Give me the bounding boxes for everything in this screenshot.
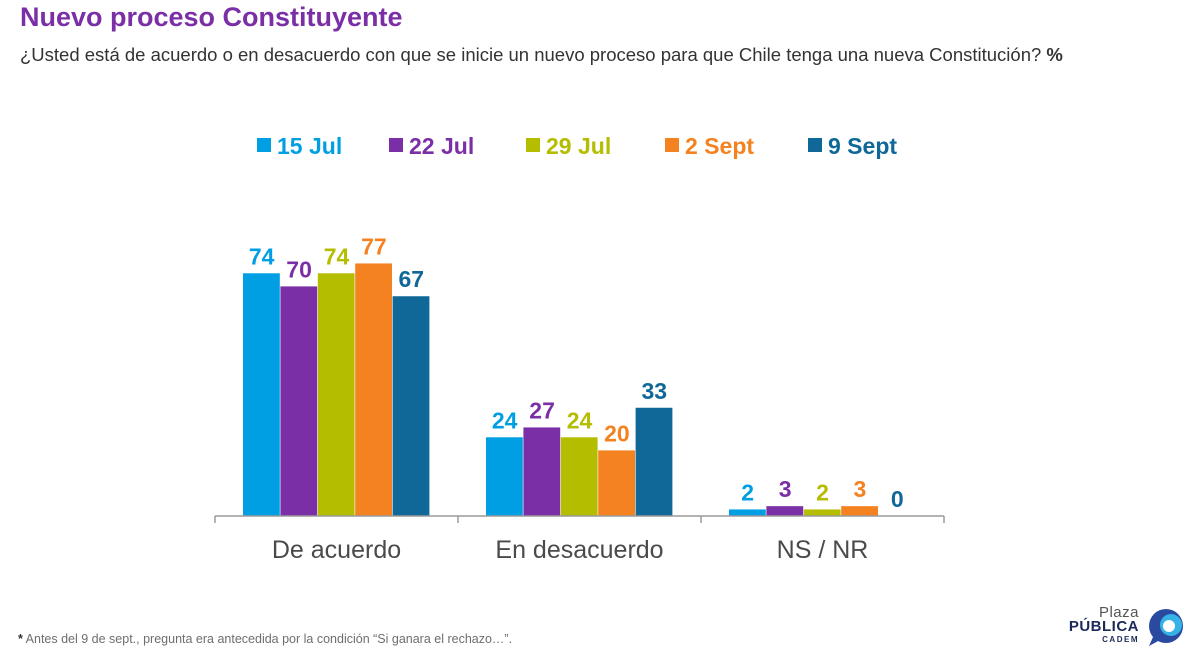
data-label: 3 <box>779 476 792 502</box>
data-label: 74 <box>324 243 350 269</box>
legend-label: 2 Sept <box>685 133 754 159</box>
bar <box>803 509 841 516</box>
category-label: NS / NR <box>777 536 869 564</box>
logo-text-main: PÚBLICA <box>1068 618 1139 635</box>
unit-label: % <box>1046 44 1063 65</box>
bar <box>486 437 523 516</box>
bar <box>355 263 392 516</box>
data-label: 74 <box>249 243 275 269</box>
category-label: De acuerdo <box>272 536 401 564</box>
data-label: 2 <box>741 479 754 505</box>
bar <box>560 437 598 516</box>
data-label: 24 <box>567 407 593 433</box>
data-label: 70 <box>286 256 312 282</box>
legend-label: 29 Jul <box>546 133 611 159</box>
legend-swatch <box>808 138 822 152</box>
data-label: 77 <box>361 233 387 259</box>
page-title: Nuevo proceso Constituyente <box>20 2 403 32</box>
data-label: 3 <box>854 476 867 502</box>
data-label: 67 <box>399 266 425 292</box>
legend-swatch <box>257 138 271 152</box>
logo-text-sub: CADEM <box>1102 635 1139 644</box>
legend-swatch <box>526 138 540 152</box>
legend-label: 22 Jul <box>409 133 474 159</box>
category-label: En desacuerdo <box>495 536 663 564</box>
plaza-publica-logo: Plaza PÚBLICA CADEM <box>1062 604 1187 652</box>
bar <box>729 509 766 516</box>
legend-swatch <box>389 138 403 152</box>
footnote-marker: * <box>18 632 23 646</box>
bar <box>598 450 635 516</box>
bar <box>841 506 878 516</box>
bar <box>523 427 561 516</box>
question-body: ¿Usted está de acuerdo o en desacuerdo c… <box>20 44 1042 65</box>
speech-bubble-icon <box>1149 609 1183 646</box>
bar <box>280 286 318 516</box>
bar <box>317 273 355 516</box>
data-label: 24 <box>492 407 518 433</box>
bar <box>635 407 673 516</box>
data-label: 20 <box>604 420 630 446</box>
legend-label: 9 Sept <box>828 133 897 159</box>
data-label: 2 <box>816 479 829 505</box>
legend-label: 15 Jul <box>277 133 342 159</box>
data-label: 0 <box>891 486 904 512</box>
bar <box>766 506 804 516</box>
bar <box>243 273 280 516</box>
legend-swatch <box>665 138 679 152</box>
footnote-text: Antes del 9 de sept., pregunta era antec… <box>22 632 513 646</box>
logo-text-top: Plaza <box>1098 604 1139 621</box>
bar <box>392 296 430 516</box>
question-text: ¿Usted está de acuerdo o en desacuerdo c… <box>20 42 1080 67</box>
data-label: 27 <box>529 397 555 423</box>
data-label: 33 <box>642 378 668 404</box>
footnote: * Antes del 9 de sept., pregunta era ant… <box>18 632 512 646</box>
